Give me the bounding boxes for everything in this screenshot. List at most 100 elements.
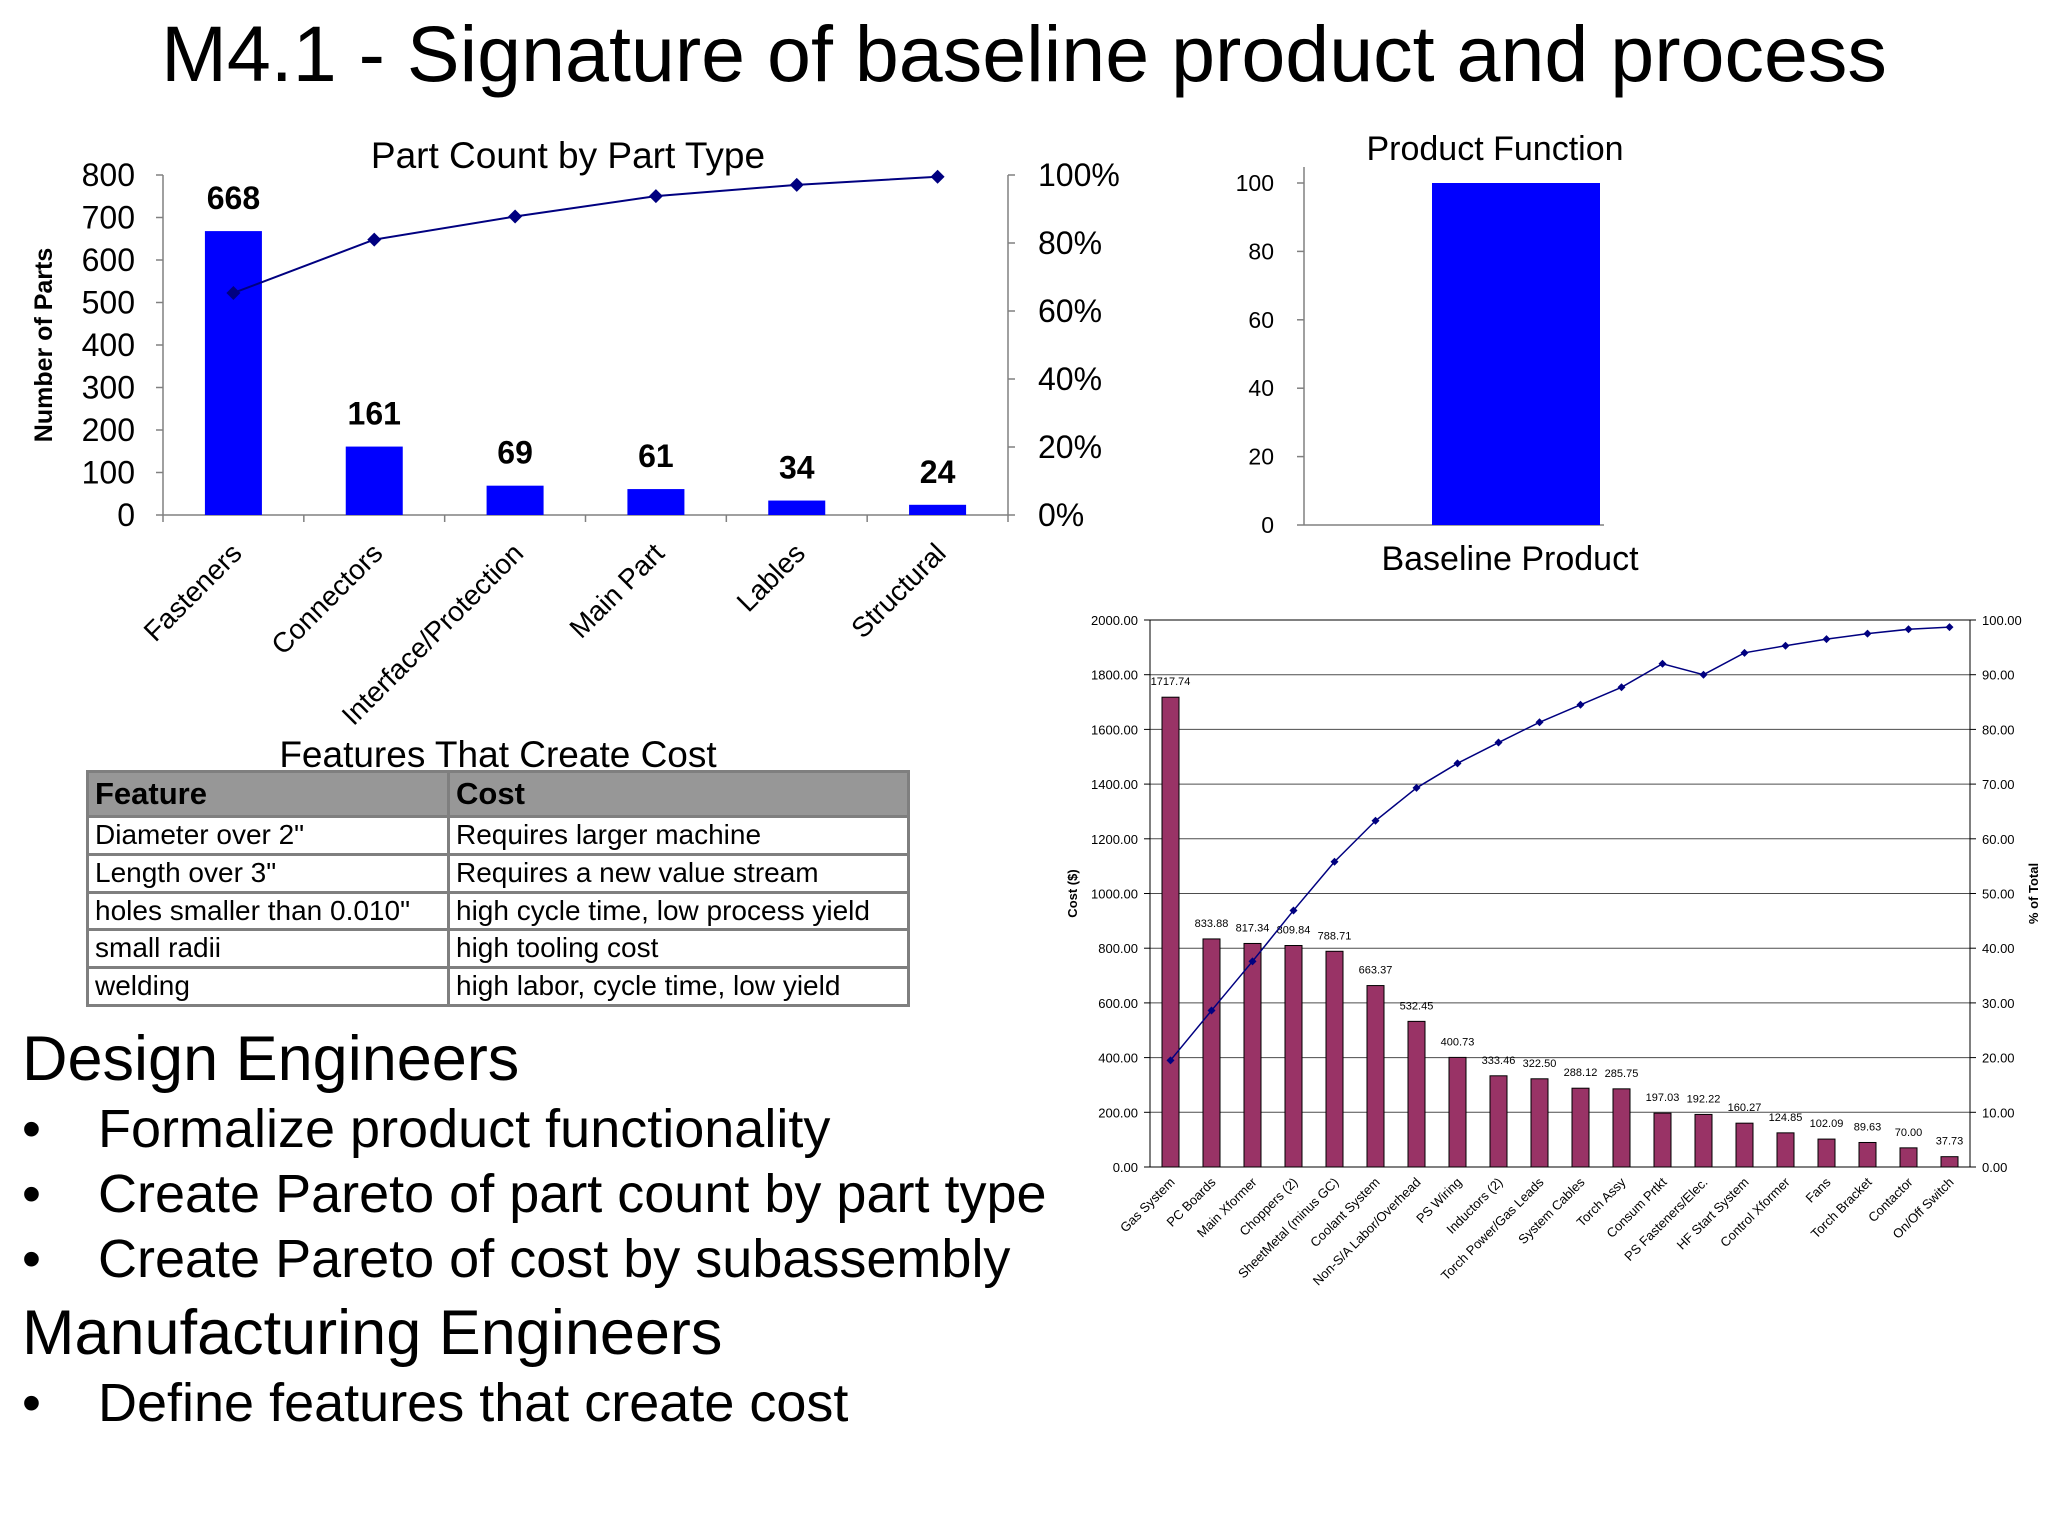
cumulative-point bbox=[1494, 738, 1503, 747]
bar bbox=[1653, 1112, 1672, 1168]
y-tick-label: 0 bbox=[117, 497, 135, 533]
cumulative-point bbox=[1412, 783, 1421, 792]
cumulative-point bbox=[1289, 906, 1298, 915]
cumulative-point bbox=[789, 177, 804, 192]
x-tick-label: Connectors bbox=[265, 537, 388, 660]
y-tick-label: 600.00 bbox=[1098, 996, 1138, 1011]
y-tick-label: 100 bbox=[82, 455, 135, 491]
y-tick-label: 300 bbox=[82, 370, 135, 406]
data-label: 788.71 bbox=[1318, 930, 1352, 942]
y-tick-label: 1800.00 bbox=[1091, 668, 1138, 683]
bar bbox=[1432, 183, 1600, 525]
cumulative-point bbox=[1248, 957, 1257, 966]
x-tick-label: Main Part bbox=[564, 537, 671, 644]
y2-tick-label: 60.00 bbox=[1982, 832, 2015, 847]
bar bbox=[204, 231, 262, 515]
cumulative-point bbox=[367, 232, 382, 247]
y-tick-label: 100 bbox=[1236, 170, 1274, 196]
feature-cell: Diameter over 2" bbox=[86, 815, 450, 856]
bullet-text: Create Pareto of part count by part type bbox=[98, 1164, 1047, 1224]
y-tick-label: 80 bbox=[1248, 238, 1274, 264]
data-label: 288.12 bbox=[1564, 1067, 1598, 1079]
bar bbox=[1325, 950, 1344, 1168]
slide-title: M4.1 - Signature of baseline product and… bbox=[161, 9, 1887, 98]
chart-title: Part Count by Part Type bbox=[371, 135, 765, 176]
data-label: 285.75 bbox=[1605, 1068, 1639, 1080]
cumulative-point bbox=[1863, 629, 1872, 638]
y2-tick-label: 60% bbox=[1038, 293, 1102, 329]
y2-tick-label: 40% bbox=[1038, 361, 1102, 397]
bar bbox=[1817, 1138, 1836, 1168]
cost-pareto-chart: 0.00 200.00 400.00 600.00 800.00 1000.00 1200.… bbox=[1065, 613, 2041, 1288]
cumulative-point bbox=[1699, 670, 1708, 679]
design-engineers-heading: Design Engineers bbox=[22, 1024, 520, 1094]
chart-title: Product Function bbox=[1366, 130, 1623, 168]
cumulative-point bbox=[1207, 1006, 1216, 1015]
data-label: 663.37 bbox=[1359, 965, 1393, 977]
cumulative-point bbox=[930, 169, 945, 184]
data-label: 124.85 bbox=[1769, 1112, 1803, 1124]
bar bbox=[1407, 1020, 1426, 1168]
cumulative-point bbox=[1945, 623, 1954, 632]
table-row: holes smaller than 0.010" high cycle tim… bbox=[86, 890, 910, 932]
data-label: 34 bbox=[779, 450, 815, 486]
cumulative-point bbox=[508, 209, 523, 224]
bullet-glyph: • bbox=[22, 1229, 41, 1289]
bar bbox=[1284, 945, 1303, 1168]
data-label: 61 bbox=[638, 438, 674, 474]
cost-cell: high tooling cost bbox=[447, 928, 910, 970]
cumulative-point bbox=[1617, 683, 1626, 692]
data-label: 192.22 bbox=[1687, 1093, 1721, 1105]
bar bbox=[627, 489, 685, 515]
cost-cell: high cycle time, low process yield bbox=[447, 890, 910, 932]
y2-tick-label: 0% bbox=[1038, 497, 1084, 533]
y2-tick-label: 10.00 bbox=[1982, 1105, 2015, 1120]
y-axis-label: Cost ($) bbox=[1065, 869, 1080, 917]
y-tick-label: 200 bbox=[82, 412, 135, 448]
y2-tick-label: 20% bbox=[1038, 429, 1102, 465]
y-tick-label: 0 bbox=[1261, 512, 1274, 538]
bar bbox=[1161, 696, 1180, 1168]
data-label: 809.84 bbox=[1277, 925, 1311, 937]
bullet-text: Define features that create cost bbox=[98, 1373, 849, 1433]
cumulative-point bbox=[1330, 857, 1339, 866]
y2-tick-label: 50.00 bbox=[1982, 887, 2015, 902]
bar bbox=[1940, 1156, 1959, 1168]
data-label: 89.63 bbox=[1854, 1121, 1882, 1133]
data-label: 1717.74 bbox=[1151, 676, 1191, 688]
y-tick-label: 800.00 bbox=[1098, 941, 1138, 956]
bar bbox=[909, 504, 967, 515]
y2-tick-label: 100% bbox=[1038, 157, 1120, 193]
bar bbox=[1448, 1056, 1467, 1168]
bar bbox=[1489, 1075, 1508, 1168]
x-tick-label: HF Start System bbox=[1674, 1175, 1752, 1253]
x-tick-label: Control Xformer bbox=[1717, 1174, 1793, 1250]
manufacturing-engineers-heading: Manufacturing Engineers bbox=[22, 1298, 723, 1368]
x-tick-label: Gas System bbox=[1117, 1175, 1178, 1236]
x-tick-label: Fasteners bbox=[138, 537, 248, 647]
features-table: Feature Cost Diameter over 2" Requires l… bbox=[86, 770, 910, 1007]
bullet-glyph: • bbox=[22, 1373, 41, 1433]
y-tick-label: 400 bbox=[82, 327, 135, 363]
y-tick-label: 0.00 bbox=[1113, 1160, 1138, 1175]
y-tick-label: 700 bbox=[82, 200, 135, 236]
data-label: 161 bbox=[348, 396, 401, 432]
cost-cell: Requires larger machine bbox=[447, 815, 910, 856]
y2-tick-label: 90.00 bbox=[1982, 668, 2015, 683]
feature-cell: small radii bbox=[86, 928, 450, 970]
cumulative-point bbox=[1166, 1056, 1175, 1065]
cost-cell: high labor, cycle time, low yield bbox=[447, 966, 910, 1007]
bullet-text: Formalize product functionality bbox=[98, 1099, 831, 1159]
y-tick-label: 200.00 bbox=[1098, 1105, 1138, 1120]
y2-tick-label: 80.00 bbox=[1982, 722, 2015, 737]
bullet-glyph: • bbox=[22, 1099, 41, 1159]
data-label: 322.50 bbox=[1523, 1058, 1557, 1070]
design-bullet-item: • Create Pareto of part count by part typ… bbox=[22, 1167, 1047, 1221]
cumulative-point bbox=[1822, 635, 1831, 644]
cost-cell: Requires a new value stream bbox=[447, 852, 910, 894]
y2-tick-label: 70.00 bbox=[1982, 777, 2015, 792]
data-label: 400.73 bbox=[1441, 1036, 1475, 1048]
data-label: 102.09 bbox=[1810, 1118, 1844, 1130]
bar bbox=[1694, 1113, 1713, 1168]
bar bbox=[1571, 1087, 1590, 1168]
